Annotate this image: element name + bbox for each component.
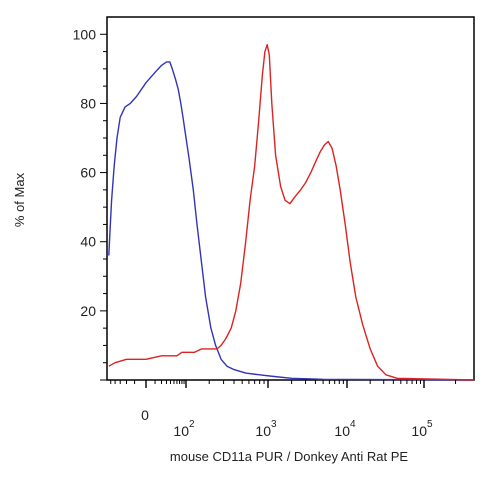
plot-border (106, 16, 475, 381)
red-histogram-line (108, 44, 475, 381)
y-tick-label: 100 (73, 26, 97, 42)
x-tick-label: 0 (141, 407, 149, 423)
x-tick-label: 104 (334, 419, 356, 439)
y-tick-label: 60 (80, 165, 96, 181)
x-tick-label: 103 (255, 419, 277, 439)
x-tick-label: 105 (411, 419, 433, 439)
series-layer (108, 44, 475, 381)
x-axis-title: mouse CD11a PUR / Donkey Anti Rat PE (170, 449, 409, 464)
y-axis-title: % of Max (12, 172, 27, 227)
y-tick-label: 80 (80, 95, 96, 111)
y-axis: 20 40 60 80 100 (73, 26, 107, 381)
blue-histogram-line (108, 61, 475, 381)
y-tick-label: 40 (80, 234, 96, 250)
plot-frame (106, 16, 475, 381)
y-tick-label: 20 (80, 303, 96, 319)
x-axis: 0 102 103 104 105 (110, 380, 457, 439)
x-tick-label: 102 (173, 419, 195, 439)
